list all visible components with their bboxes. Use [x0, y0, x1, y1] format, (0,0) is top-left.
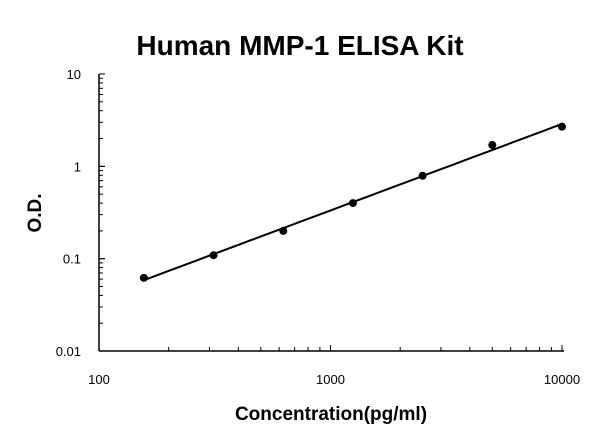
plot-marks [139, 122, 566, 282]
x-tick-label: 10000 [544, 372, 580, 387]
data-point [418, 171, 427, 180]
data-point [558, 122, 566, 131]
data-point [209, 251, 218, 260]
data-point [279, 226, 288, 235]
chart-title: Human MMP-1 ELISA Kit [136, 30, 463, 61]
y-tick-labels: 10 1 0.1 0.01 [56, 67, 81, 359]
y-tick-label: 0.1 [63, 252, 81, 267]
x-tick-labels: 100 1000 10000 [88, 372, 580, 387]
x-axis-label: Concentration(pg/ml) [235, 404, 427, 425]
axes [98, 73, 564, 352]
y-axis-label: O.D. [25, 193, 46, 232]
x-tick-label: 1000 [316, 372, 345, 387]
y-tick-label: 0.01 [56, 344, 81, 359]
y-tick-label: 1 [74, 159, 81, 174]
data-point [139, 273, 148, 282]
x-tick-label: 100 [88, 372, 110, 387]
data-point [488, 141, 497, 150]
y-tick-label: 10 [67, 67, 81, 82]
data-point [348, 199, 357, 208]
